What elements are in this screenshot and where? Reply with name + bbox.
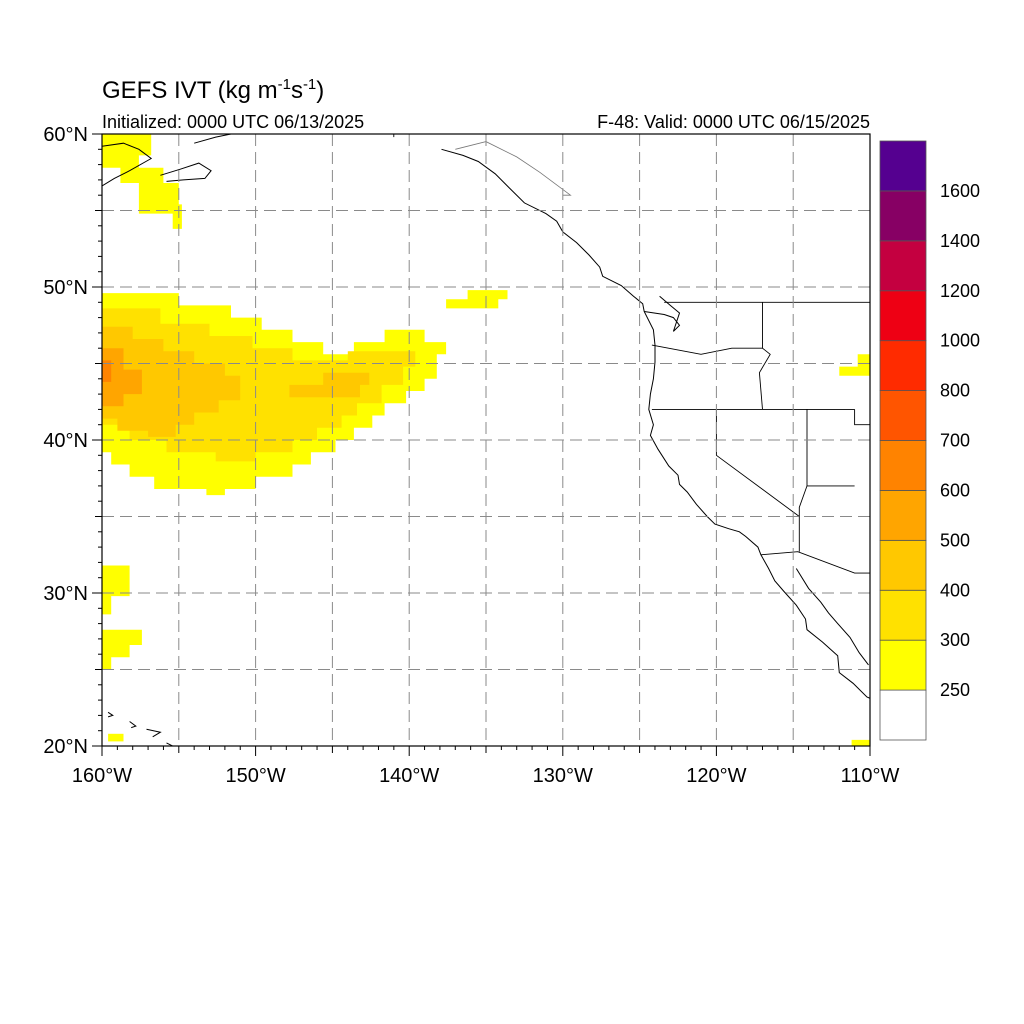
colorbar-label: 1400: [940, 231, 980, 251]
border-8: [854, 409, 870, 426]
coastline-4: [795, 568, 869, 666]
ivt-region-11: [851, 739, 870, 746]
lat-tick-label: 30°N: [43, 583, 88, 605]
ivt-region-12: [839, 354, 870, 376]
axis-ticks: [92, 133, 871, 756]
coastline-0: [102, 142, 153, 187]
colorbar-label: 300: [940, 630, 970, 650]
colorbar-label: 600: [940, 480, 970, 500]
colorbar-swatch: [879, 390, 927, 441]
coastline-7: [129, 721, 137, 729]
colorbar-label: 250: [940, 680, 970, 700]
ivt-shading: [102, 134, 870, 746]
ivt-region-4: [102, 348, 142, 407]
border-light-0: [455, 141, 572, 196]
colorbar-label: 800: [940, 381, 970, 401]
ivt-region-8: [102, 565, 130, 615]
colorbar-swatch: [879, 490, 927, 541]
coastline-9: [166, 742, 174, 746]
lon-tick-label: 130°W: [533, 765, 593, 787]
border-2: [651, 344, 763, 355]
colorbar-label: 1000: [940, 331, 980, 351]
colorbar-swatch: [879, 440, 927, 491]
colorbar-swatch: [879, 190, 927, 242]
border-9: [760, 551, 870, 574]
map-plot-area: [102, 134, 870, 746]
ivt-region-6: [102, 134, 182, 229]
political-borders: [393, 134, 870, 574]
colorbar-swatch: [879, 340, 927, 391]
colorbar-swatch: [879, 240, 927, 292]
main-title: GEFS IVT (kg m-1s-1): [102, 76, 324, 104]
colorbar-label: 1600: [940, 181, 980, 201]
colorbar-label: 1200: [940, 281, 980, 301]
border-6: [806, 409, 855, 487]
border-3: [758, 302, 771, 410]
colorbar-swatch: [879, 539, 927, 591]
valid-time-label: F-48: Valid: 0000 UTC 06/15/2025: [597, 112, 870, 132]
border-7: [798, 485, 808, 517]
coastline-6: [107, 711, 114, 718]
border-5: [715, 409, 800, 517]
lon-tick-label: 140°W: [379, 765, 439, 787]
lat-tick-label: 40°N: [43, 430, 88, 452]
coastline-8: [146, 728, 162, 738]
colorbar-label: 700: [940, 431, 970, 451]
axis-labels: 160°W 150°W 140°W 130°W 120°W 110°W 60°N 50°N 40…: [43, 124, 899, 787]
lon-tick-label: 150°W: [225, 765, 285, 787]
colorbar-label: 400: [940, 580, 970, 600]
ivt-region-10: [108, 733, 124, 742]
colorbar: 250 300 400 500 600 700 800 1000 1200 1400 1600: [879, 140, 980, 741]
lon-tick-label: 120°W: [686, 765, 746, 787]
lat-tick-label: 20°N: [43, 736, 88, 758]
lon-tick-label: 160°W: [72, 765, 132, 787]
ivt-region-3: [289, 372, 370, 398]
init-time-label: Initialized: 0000 UTC 06/13/2025: [102, 112, 364, 132]
colorbar-label: 500: [940, 530, 970, 550]
colorbar-swatch: [879, 140, 927, 192]
lat-tick-label: 60°N: [43, 124, 88, 146]
colorbar-swatch: [879, 290, 927, 342]
colorbar-swatch: [879, 589, 927, 641]
lat-lon-grid: [102, 134, 870, 746]
coastline-5: [644, 295, 681, 332]
ivt-region-2: [102, 326, 241, 437]
colorbar-swatch: [879, 639, 927, 691]
ivt-region-9: [102, 629, 142, 670]
ivt-region-5: [102, 360, 112, 382]
colorbar-swatch: [879, 689, 927, 741]
ivt-region-7: [446, 290, 508, 309]
coastline-1: [160, 162, 212, 182]
lat-tick-label: 50°N: [43, 277, 88, 299]
coastlines: [102, 134, 870, 746]
lon-tick-label: 110°W: [841, 765, 900, 787]
coastline-2: [194, 134, 232, 144]
coastline-3: [441, 148, 870, 699]
